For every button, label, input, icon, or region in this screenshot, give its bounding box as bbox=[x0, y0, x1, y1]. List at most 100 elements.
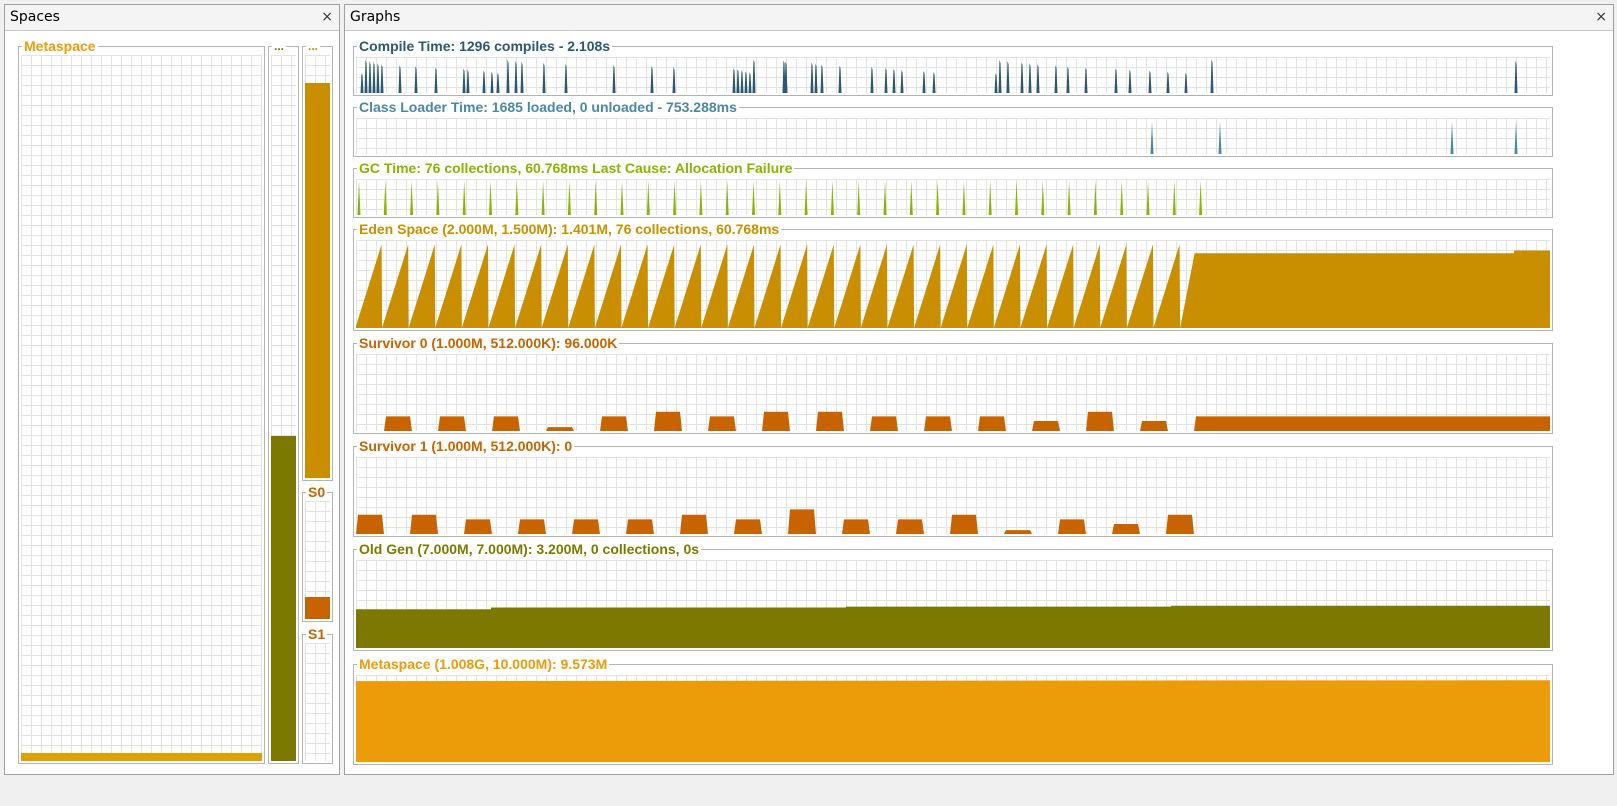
oldgen-area bbox=[356, 605, 1550, 648]
gc-spike bbox=[830, 180, 834, 215]
space-old-label: ... bbox=[272, 38, 287, 55]
graph-eden-plot bbox=[356, 244, 1550, 328]
compile-spike bbox=[496, 72, 500, 93]
compile-spike bbox=[1028, 63, 1032, 93]
graph-metaspace-label: Metaspace (1.008G, 10.000M): 9.573M bbox=[357, 656, 610, 673]
survivor-block bbox=[762, 411, 790, 431]
space-eden-fill bbox=[305, 82, 330, 478]
compile-spike bbox=[490, 71, 494, 93]
gc-spike bbox=[410, 180, 414, 215]
graph-compile-label: Compile Time: 1296 compiles - 2.108s bbox=[357, 38, 613, 55]
graph-s1-plot bbox=[356, 509, 1194, 534]
compile-spike bbox=[870, 66, 874, 93]
graphs-close-icon[interactable]: × bbox=[1595, 9, 1607, 25]
graph-classloader-label: Class Loader Time: 1685 loaded, 0 unload… bbox=[357, 99, 739, 116]
graph-class-loader: Class Loader Time: 1685 loaded, 0 unload… bbox=[353, 99, 1553, 157]
survivor-block bbox=[492, 416, 520, 431]
compile-spike bbox=[744, 71, 748, 93]
survivor-block bbox=[1140, 420, 1168, 431]
survivor-block bbox=[438, 416, 466, 431]
compile-spike bbox=[398, 65, 402, 93]
compile-spike bbox=[380, 64, 384, 93]
space-s0-label: S0 bbox=[306, 484, 328, 501]
survivor-block bbox=[464, 519, 492, 534]
compile-spike bbox=[482, 70, 486, 93]
survivor-block bbox=[1166, 514, 1194, 534]
survivor-block bbox=[788, 509, 816, 534]
graph-old-gen: Old Gen (7.000M, 7.000M): 3.200M, 0 coll… bbox=[353, 541, 1553, 651]
gc-spike bbox=[489, 180, 492, 215]
graph-s0-plot bbox=[384, 411, 1550, 431]
compile-spike bbox=[368, 60, 372, 93]
graph-compile-time: Compile Time: 1296 compiles - 2.108s bbox=[353, 38, 1553, 96]
gc-spike bbox=[988, 180, 992, 215]
graph-metaspace-plot bbox=[356, 680, 1550, 762]
space-s1: S1 bbox=[302, 626, 333, 764]
graph-eden-label: Eden Space (2.000M, 1.500M): 1.401M, 76 … bbox=[357, 221, 782, 238]
eden-area bbox=[356, 244, 1550, 328]
survivor-block bbox=[1032, 420, 1060, 431]
classloader-spike bbox=[1150, 121, 1154, 154]
spaces-panel-header[interactable]: Spaces × bbox=[5, 5, 339, 31]
classloader-spike bbox=[1514, 121, 1518, 154]
survivor-block bbox=[924, 416, 952, 431]
space-old-fill bbox=[271, 436, 296, 761]
gc-spike bbox=[1041, 180, 1045, 215]
survivor-block bbox=[600, 416, 628, 431]
survivor-block bbox=[870, 416, 898, 431]
graphs-panel-title: Graphs bbox=[350, 9, 401, 25]
compile-spike bbox=[650, 66, 654, 93]
survivor-block bbox=[1086, 411, 1114, 431]
survivor-block bbox=[708, 416, 736, 431]
compile-spike bbox=[360, 73, 364, 93]
compile-spike bbox=[1036, 64, 1040, 93]
gc-spike bbox=[436, 180, 440, 215]
graph-gc-plot bbox=[357, 180, 1203, 215]
gc-spike bbox=[541, 180, 545, 215]
survivor-block bbox=[816, 411, 844, 431]
graph-gc-time: GC Time: 76 collections, 60.768ms Last C… bbox=[353, 160, 1553, 218]
compile-spike bbox=[1114, 68, 1118, 93]
gc-spike bbox=[857, 180, 861, 215]
compile-spike bbox=[922, 71, 926, 93]
gc-spike bbox=[357, 180, 361, 215]
compile-spike bbox=[376, 63, 380, 93]
compile-spike bbox=[1084, 67, 1088, 93]
space-old: ... bbox=[268, 38, 299, 764]
gc-spike bbox=[883, 180, 887, 215]
classloader-spike bbox=[1218, 121, 1222, 154]
compile-spike bbox=[998, 59, 1002, 93]
graph-s0-label: Survivor 0 (1.000M, 512.000K): 96.000K bbox=[357, 335, 620, 352]
gc-spike bbox=[752, 180, 755, 215]
gc-spike bbox=[462, 180, 466, 215]
gc-spike bbox=[936, 180, 940, 215]
graph-gc-label: GC Time: 76 collections, 60.768ms Last C… bbox=[357, 160, 795, 177]
compile-spike bbox=[1514, 60, 1518, 93]
gc-spike bbox=[1120, 180, 1124, 215]
spaces-close-icon[interactable]: × bbox=[321, 9, 333, 25]
gc-spike bbox=[1067, 180, 1071, 215]
compile-spike bbox=[932, 72, 936, 93]
graph-s1-label: Survivor 1 (1.000M, 512.000K): 0 bbox=[357, 438, 575, 455]
gc-spike bbox=[620, 180, 624, 215]
compile-spike bbox=[564, 63, 568, 93]
gc-spike bbox=[1093, 180, 1097, 215]
gc-spike bbox=[673, 180, 677, 215]
gc-spike bbox=[515, 180, 519, 215]
compile-spike bbox=[740, 70, 744, 93]
graph-metaspace: Metaspace (1.008G, 10.000M): 9.573M bbox=[353, 656, 1553, 765]
space-metaspace-label: Metaspace bbox=[22, 38, 98, 55]
compile-spike bbox=[1128, 69, 1132, 93]
survivor-block bbox=[896, 519, 924, 534]
compile-spike bbox=[820, 64, 824, 93]
gc-spike bbox=[646, 180, 650, 215]
graphs-panel-header[interactable]: Graphs × bbox=[345, 5, 1613, 31]
graph-survivor-1: Survivor 1 (1.000M, 512.000K): 0 bbox=[353, 438, 1553, 537]
survivor-block bbox=[1194, 416, 1550, 431]
graph-oldgen-label: Old Gen (7.000M, 7.000M): 3.200M, 0 coll… bbox=[357, 541, 702, 558]
compile-spike bbox=[520, 61, 524, 93]
space-eden-label: ... bbox=[306, 38, 321, 55]
compile-spike bbox=[672, 67, 676, 93]
compile-spike bbox=[1148, 70, 1152, 93]
gc-spike bbox=[778, 180, 782, 215]
